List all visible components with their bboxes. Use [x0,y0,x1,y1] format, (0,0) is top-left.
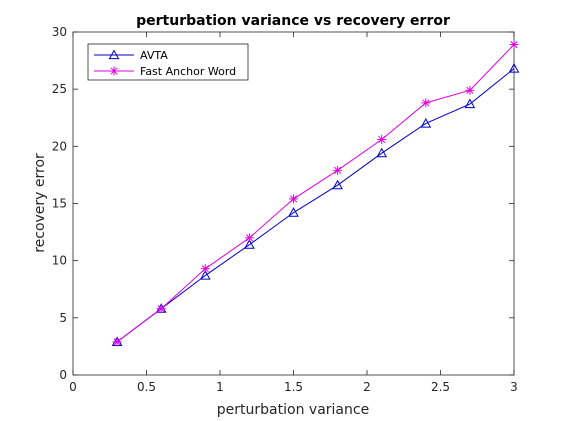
legend-marker [108,49,120,60]
y-tick-label: 10 [52,254,67,268]
series-line [116,68,515,343]
data-point [289,194,298,204]
x-tick-label: 2 [363,380,371,394]
y-axis-label: recovery error [32,153,48,253]
y-tick-label: 5 [59,311,67,325]
data-point [244,233,254,243]
y-tick-label: 0 [59,368,67,382]
legend: AVTA Fast Anchor Word [87,43,249,81]
data-point [509,40,519,50]
series-line [116,44,515,343]
data-point [112,337,122,347]
data-point [508,63,520,73]
data-point [332,179,343,190]
data-point [244,239,255,249]
data-point [464,98,476,109]
x-tick-label: 1 [216,380,224,394]
legend-marker [109,66,119,76]
legend-item: AVTA [94,49,168,62]
x-tick-label: 0.5 [137,380,156,394]
legend-item: Fast Anchor Word [94,65,236,78]
y-tick-label: 15 [52,197,67,211]
chart-title: perturbation variance vs recovery error [136,13,450,29]
data-point [200,264,210,274]
y-tick-label: 30 [52,25,67,39]
data-point [199,270,211,280]
data-point [333,165,343,175]
series-layer [111,40,520,347]
data-point [377,134,387,144]
x-tick-label: 0 [69,380,77,394]
x-tick-label: 1.5 [284,380,303,394]
data-point [156,304,166,314]
legend-box [87,43,249,81]
x-tick-label: 3 [510,380,518,394]
y-tick-label: 25 [52,82,67,96]
data-point [288,207,299,217]
data-point [420,117,432,128]
x-axis-label: perturbation variance [217,402,369,418]
data-point [376,147,388,158]
x-tick-label: 2.5 [431,380,450,394]
legend-label: AVTA [140,49,168,62]
y-tick-label: 20 [52,139,67,153]
data-point [421,98,431,108]
legend-label: Fast Anchor Word [140,65,236,78]
data-point [465,85,475,95]
series-2 [112,40,519,347]
